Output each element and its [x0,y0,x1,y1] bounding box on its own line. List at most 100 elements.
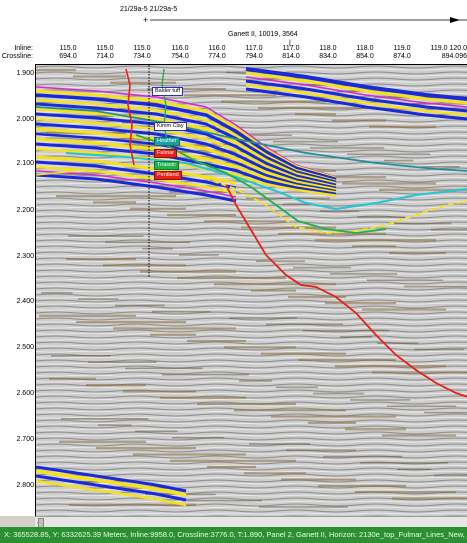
reflector-band [96,447,196,450]
reflector-band [355,491,456,494]
crossline-tick: 794.0 [245,53,263,60]
reflector-band [140,270,236,273]
crossline-tick: 874.0 [393,53,411,60]
horizon-line [245,76,467,108]
horizon-line [36,170,77,176]
reflector-band [332,119,386,122]
reflector-band [51,355,111,357]
horizontal-scrollbar[interactable]: ◂ [35,516,467,528]
reflector-band [404,285,467,288]
well-marker-icon: + [143,15,149,25]
reflector-band [271,415,396,418]
reflector-band [298,358,396,361]
seismic-section-canvas[interactable] [36,65,467,517]
inline-axis-label: Inline: [14,45,33,52]
crossline-axis-label: Crossline: [1,53,33,60]
horizon-line [245,71,467,105]
reflector-band [434,474,467,477]
inline-tick: 116.0 [171,45,189,52]
horizon-line [36,127,337,192]
horizon-label: Triassic [154,161,179,170]
reflector-band [86,384,146,387]
reflector-band [347,153,431,155]
section-header: 21/29a-5 21/29a-5 + Ganett II, 10019, 35… [0,4,467,64]
crossline-tick: 694.0 [59,53,77,60]
crossline-tick: 814.0 [282,53,300,60]
reflector-band [394,222,452,225]
crossline-tick: 734.0 [133,53,151,60]
reflector-band [130,207,186,210]
reflector-band [61,418,149,420]
time-axis-label: 2.400 [16,298,34,305]
reflector-band [59,440,146,443]
reflector-band [431,229,467,231]
horizon-line [195,174,467,235]
reflector-band [360,462,449,464]
reflector-band [325,302,396,305]
reflector-band [345,428,406,431]
reflector-band [162,373,249,376]
reflector-band [384,159,414,162]
seismic-section-view[interactable]: Balder tuff Kimm Clay Heather Fulmar Tri… [35,64,467,517]
reflector-band [177,276,286,280]
reflector-band [308,421,356,424]
horizon-line [36,465,187,493]
horizon-line [125,68,135,166]
horizon-label: Kimm Clay [154,122,187,131]
reflector-band [110,81,176,84]
well-label: 21/29a-5 21/29a-5 [120,6,178,13]
reflector-band [305,176,386,179]
reflector-band [387,405,457,407]
reflector-band [414,348,465,351]
reflector-band [41,292,73,294]
inline-tick: 116.0 [208,45,226,52]
reflector-band [357,216,406,218]
reflector-band [340,336,373,338]
intersect-arrow-icon [150,17,467,23]
horizon-label: Pentland [154,171,182,180]
reflector-band [266,323,343,326]
reflector-band [123,390,196,393]
horizon-line [245,79,467,113]
reflector-band [261,352,346,355]
reflector-band [113,327,236,330]
horizon-label: Heather [154,137,180,146]
time-axis-label: 2.700 [16,436,34,443]
reflector-band [85,115,114,118]
horizon-line [36,170,237,198]
reflector-band [335,365,446,368]
reflector-band [69,503,196,506]
reflector-band [295,113,336,116]
horizon-line [161,68,169,146]
horizon-line [36,137,337,195]
reflector-band [197,402,296,406]
reflector-band [318,484,406,487]
reflector-band [303,329,390,332]
crossline-tick: 774.0 [208,53,226,60]
reflector-band [342,182,436,185]
reflector-band [182,499,262,502]
horizon-line [36,474,187,502]
inline-tick: 115.0 [133,45,151,52]
reflector-band [226,71,254,74]
horizon-line [245,83,467,117]
reflector-band [88,361,157,363]
horizon-line [65,152,467,211]
reflector-band [179,254,219,256]
reflector-band [58,172,106,174]
reflector-band [169,191,244,193]
inline-tick: 120.0 [449,45,467,52]
reflector-band [293,266,352,269]
reflector-band [152,310,211,313]
time-axis-label: 2.800 [16,482,34,489]
reflector-band [276,386,318,389]
time-axis-label: 2.500 [16,344,34,351]
reflector-band [389,251,446,254]
reflector-band [135,430,178,433]
reflector-band [150,333,196,336]
reflector-band [369,125,436,128]
reflector-band [258,106,376,109]
reflector-band [170,459,296,462]
reflector-band [221,100,326,103]
reflector-band [246,197,330,200]
